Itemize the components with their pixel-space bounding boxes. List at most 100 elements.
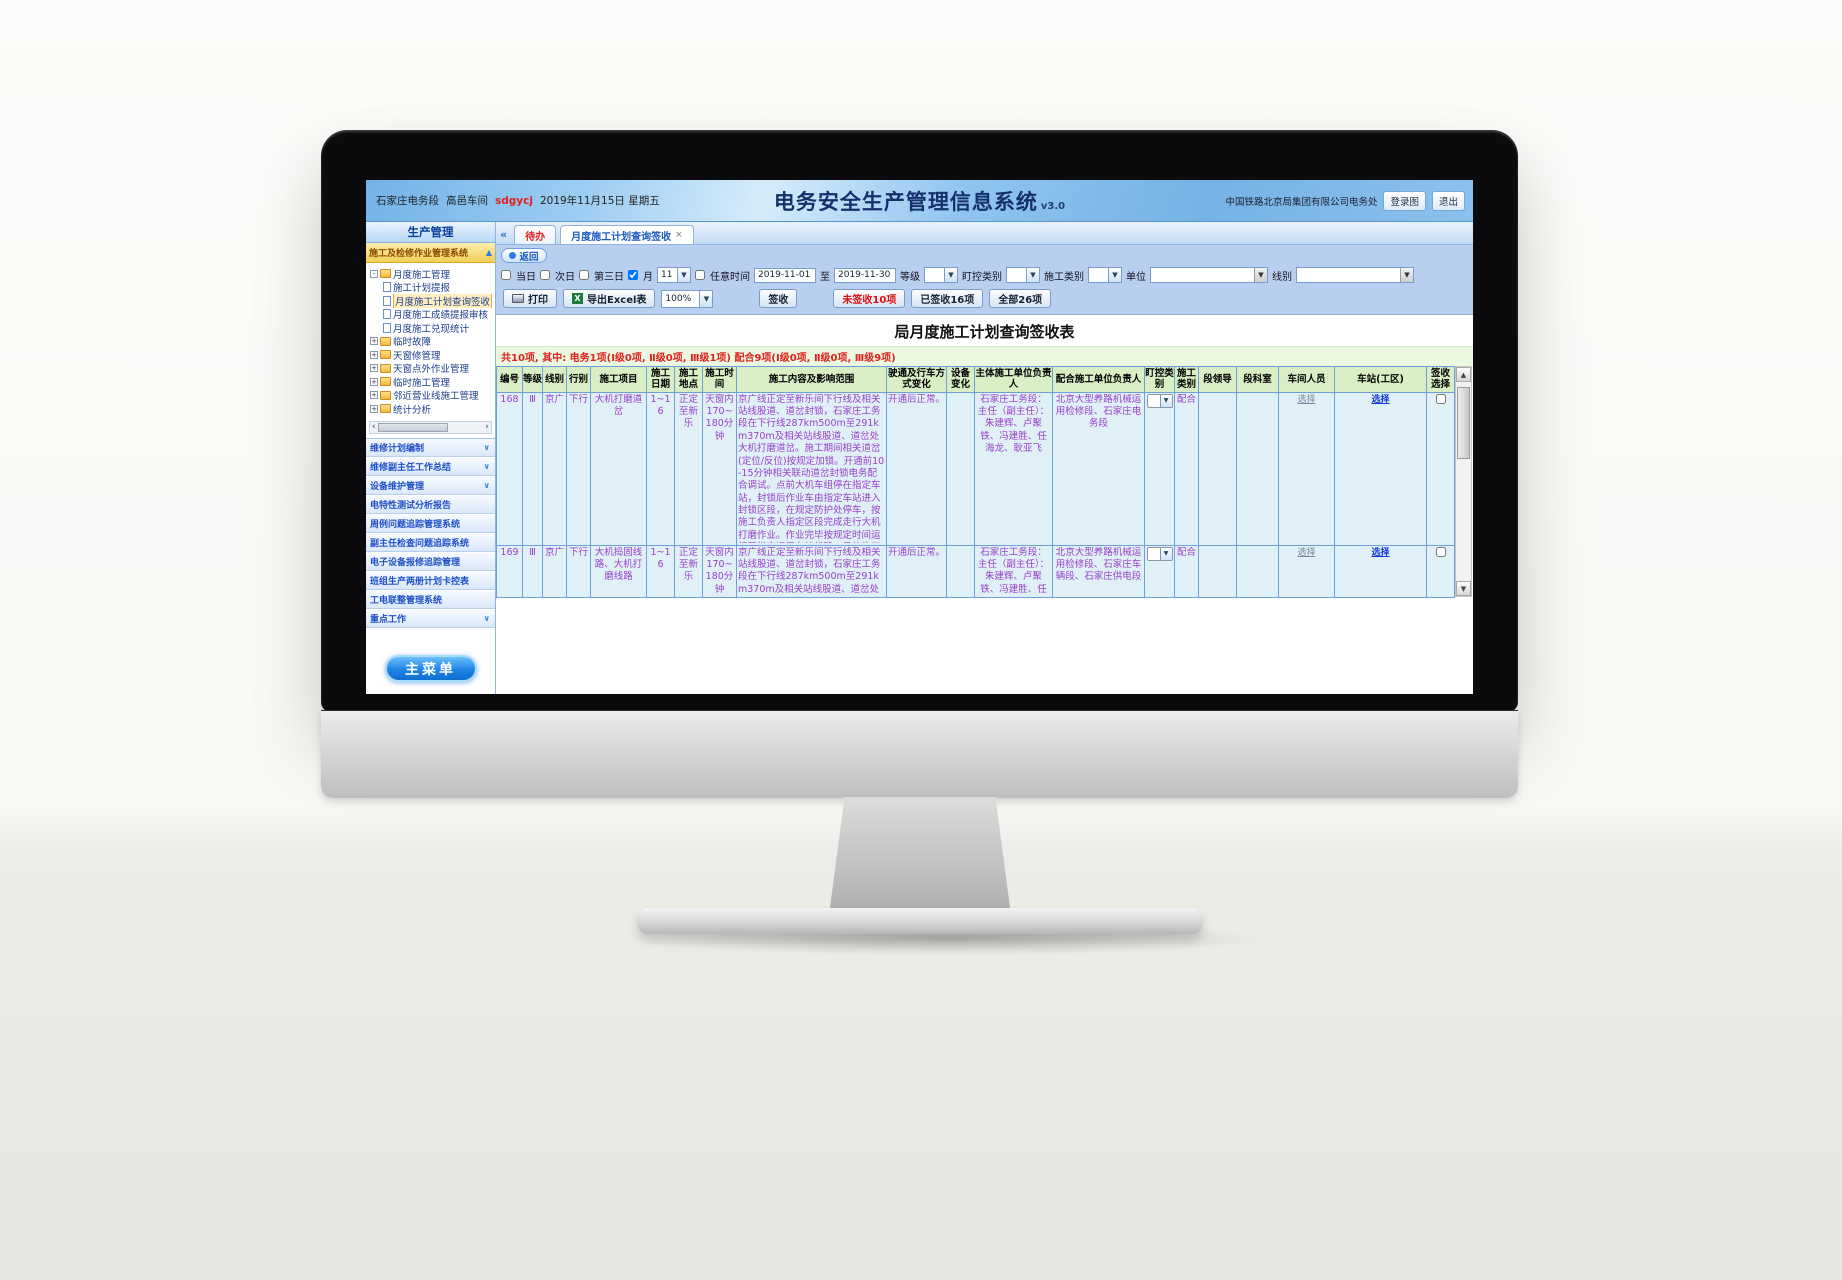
sign-button[interactable]: 签收	[759, 289, 798, 308]
select-workshop-link[interactable]: 选择	[1297, 394, 1316, 405]
table-vertical-scrollbar[interactable]: ▲ ▼	[1455, 366, 1472, 597]
tree-folder[interactable]: + 天窗点外作业管理	[370, 362, 493, 375]
date-to-input[interactable]: 2019-11-30	[834, 267, 896, 283]
cell-text: 配合	[1176, 393, 1196, 405]
main-menu-button[interactable]: 主菜单	[384, 655, 477, 682]
unsigned-filter-button[interactable]: 未签收10项	[833, 289, 906, 308]
tree-folder[interactable]: + 临时施工管理	[370, 375, 493, 389]
scroll-right-icon[interactable]: ›	[485, 422, 489, 432]
col-content: 施工内容及影响范围	[736, 366, 887, 393]
tree-item[interactable]: 月度施工成绩提报审核	[383, 308, 493, 321]
watch-type-select[interactable]: ▼	[1146, 393, 1173, 408]
sidebar-horizontal-scrollbar[interactable]: ‹ ›	[369, 420, 492, 434]
grade-select[interactable]: ▼	[924, 267, 958, 283]
tree-folder-open[interactable]: - 月度施工管理	[370, 267, 493, 281]
any-time-checkbox[interactable]	[695, 270, 705, 280]
select-station-link[interactable]: 选择	[1371, 547, 1390, 558]
third-day-checkbox[interactable]	[579, 270, 589, 280]
sidebar-collapse-icon[interactable]: «	[500, 227, 508, 241]
col-main_unit: 主体施工单位负责人	[974, 366, 1053, 393]
tree-folder-label: 邻近营业线施工管理	[393, 391, 479, 402]
sidebar-system-bar[interactable]: 施工及检修作业管理系统 ▲	[366, 243, 495, 263]
accordion-item[interactable]: 电子设备报修追踪管理	[366, 552, 495, 572]
next-day-checkbox[interactable]	[540, 270, 550, 280]
cell-text: 下行	[568, 393, 588, 405]
sign-checkbox[interactable]	[1435, 546, 1446, 557]
tab-monthly-plan[interactable]: 月度施工计划查询签收 ×	[560, 225, 694, 244]
cell-text: 1~16	[650, 546, 671, 571]
sidebar-header[interactable]: 生产管理	[366, 222, 495, 243]
cell-cons_type: 配合	[1174, 544, 1199, 598]
cell-dept	[1236, 544, 1279, 598]
tree-item[interactable]: 月度施工计划查询签收	[383, 294, 493, 308]
export-excel-button[interactable]: X 导出Excel表	[563, 289, 656, 308]
back-label: 返回	[519, 251, 539, 263]
signed-filter-button[interactable]: 已签收16项	[911, 289, 984, 308]
line-combo[interactable]: ▼	[1296, 267, 1414, 283]
zoom-select[interactable]: 100% ▼	[661, 289, 714, 308]
expand-box-icon[interactable]: +	[370, 350, 378, 359]
today-checkbox[interactable]	[501, 270, 511, 280]
month-select[interactable]: 11 ▼	[657, 267, 691, 283]
select-workshop-link[interactable]: 选择	[1297, 547, 1316, 558]
print-label: 打印	[528, 295, 548, 306]
cell-dept	[1236, 391, 1279, 546]
scroll-left-icon[interactable]: ‹	[372, 422, 376, 432]
sign-checkbox[interactable]	[1435, 393, 1446, 404]
cell-text: 配合	[1176, 546, 1196, 558]
accordion-item[interactable]: 副主任检查问题追踪系统	[366, 533, 495, 553]
cons-type-select[interactable]: ▼	[1088, 267, 1122, 283]
accordion-label: 设备维护管理	[370, 482, 425, 492]
system-bar-label: 施工及检修作业管理系统	[369, 249, 469, 259]
tree-item-label: 施工计划提报	[393, 283, 451, 294]
watch-type-select[interactable]: ▼	[1146, 546, 1173, 561]
cell-grade: Ⅲ	[522, 391, 543, 546]
accordion-item[interactable]: 电特性测试分析报告	[366, 495, 495, 515]
document-icon	[383, 282, 391, 293]
scrollbar-thumb[interactable]	[1457, 387, 1470, 459]
tree-folder[interactable]: + 临时故障	[370, 335, 493, 348]
close-icon[interactable]: ×	[675, 230, 683, 240]
accordion-item[interactable]: 工电联整管理系统	[366, 590, 495, 610]
tree-item[interactable]: 月度施工兑现统计	[383, 321, 493, 335]
accordion-item[interactable]: 重点工作 ∨	[366, 609, 495, 629]
month-checkbox[interactable]	[628, 270, 638, 280]
scroll-down-icon[interactable]: ▼	[1456, 581, 1471, 596]
col-time: 施工时间	[702, 366, 737, 393]
watch-type-select[interactable]: ▼	[1006, 267, 1040, 283]
expand-box-icon[interactable]: +	[370, 364, 378, 373]
tree-folder-label: 天窗点外作业管理	[393, 364, 470, 375]
table-row: 169 Ⅲ 京广 下行 大机捣固线路、大机打磨线路 1~16 正定至新乐 天窗内170~180…	[496, 544, 1455, 598]
back-button[interactable]: 返回	[501, 248, 547, 263]
collapse-box-icon[interactable]: -	[370, 269, 378, 278]
cell-leader	[1198, 391, 1237, 546]
expand-box-icon[interactable]: +	[370, 391, 378, 400]
cell-place: 正定至新乐	[674, 391, 703, 546]
unit-combo[interactable]: ▼	[1150, 267, 1268, 283]
accordion-item[interactable]: 周例问题追踪管理系统	[366, 514, 495, 534]
folder-icon	[380, 363, 391, 373]
screen-lock-button[interactable]: 登录图	[1383, 190, 1426, 211]
expand-box-icon[interactable]: +	[370, 337, 378, 346]
tree-folder[interactable]: + 统计分析	[370, 402, 493, 416]
expand-box-icon[interactable]: +	[370, 404, 378, 413]
tab-todo[interactable]: 待办	[514, 225, 557, 244]
accordion-item[interactable]: 维修计划编制 ∨	[366, 438, 495, 458]
select-station-link[interactable]: 选择	[1371, 394, 1390, 405]
excel-icon: X	[572, 293, 583, 304]
scrollbar-thumb[interactable]	[377, 422, 448, 432]
accordion-item[interactable]: 设备维护管理 ∨	[366, 476, 495, 496]
accordion-item[interactable]: 维修副主任工作总结 ∨	[366, 457, 495, 477]
logout-button[interactable]: 退出	[1431, 190, 1465, 211]
tree-item[interactable]: 施工计划提报	[383, 281, 493, 294]
expand-box-icon[interactable]: +	[370, 377, 378, 386]
all-filter-button[interactable]: 全部26项	[989, 289, 1052, 308]
print-button[interactable]: 打印	[503, 289, 557, 308]
scroll-up-icon[interactable]: ▲	[1456, 367, 1471, 382]
date-from-input[interactable]: 2019-11-01	[754, 267, 816, 283]
cell-text: 正定至新乐	[678, 393, 698, 430]
cell-traffic: 开通后正常。	[886, 391, 947, 546]
tree-folder[interactable]: + 天窗修管理	[370, 348, 493, 362]
tree-folder[interactable]: + 邻近营业线施工管理	[370, 389, 493, 402]
accordion-item[interactable]: 班组生产两册计划卡控表	[366, 571, 495, 591]
